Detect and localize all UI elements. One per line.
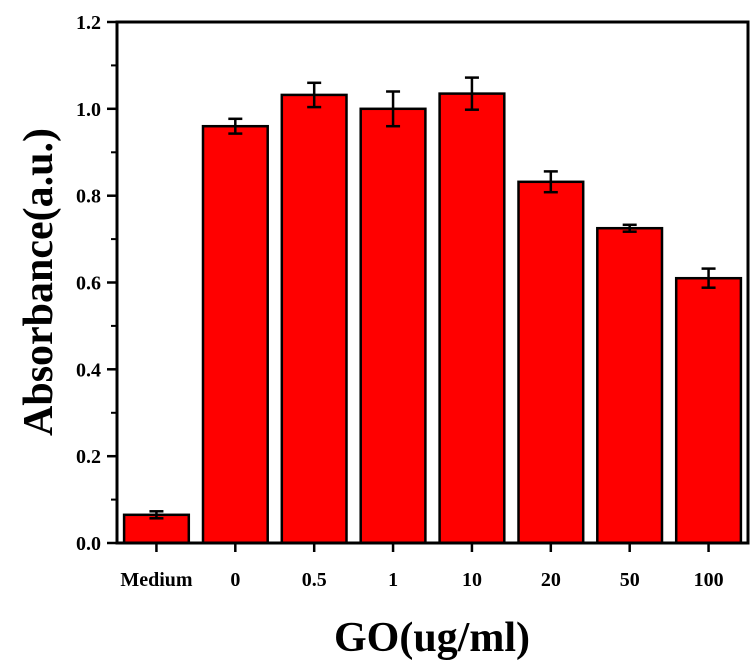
error-bar-100	[701, 267, 716, 289]
error-bars-layer	[149, 76, 716, 520]
error-bar-0.5	[307, 81, 322, 109]
bar-10	[438, 92, 506, 545]
y-tick-label-0.0: 0.0	[76, 533, 101, 555]
y-axis-label: Absorbance(a.u.)	[16, 128, 62, 436]
x-tick-label-100: 100	[694, 569, 724, 591]
x-tick-label-0.5: 0.5	[302, 569, 327, 591]
y-tick-label-0.4: 0.4	[76, 359, 101, 381]
x-tick-label-20: 20	[541, 569, 561, 591]
x-tick-label-50: 50	[620, 569, 640, 591]
x-tick-label-10: 10	[462, 569, 482, 591]
bars-layer	[122, 92, 743, 545]
bar-0	[201, 124, 269, 545]
x-tick-label-Medium: Medium	[120, 569, 193, 591]
error-bar-0	[228, 117, 243, 135]
y-tick-label-0.8: 0.8	[76, 186, 101, 208]
bar-50	[596, 226, 664, 545]
y-tick-label-1.0: 1.0	[76, 99, 101, 121]
x-tick-label-1: 1	[388, 569, 398, 591]
error-bar-Medium	[149, 510, 164, 520]
x-axis-label: GO(ug/ml)	[334, 615, 530, 661]
y-axis-ticks: 0.0 0.2 0.4 0.6 0.8 1.0 1.2	[76, 12, 117, 555]
x-tick-label-0: 0	[230, 569, 240, 591]
error-bar-20	[543, 170, 558, 194]
x-axis-ticks: Medium 0 0.5 1 10 20 50 100	[120, 543, 724, 591]
error-bar-10	[464, 76, 479, 111]
bar-0.5	[280, 93, 348, 545]
y-tick-label-1.2: 1.2	[76, 12, 101, 34]
bar-20	[517, 180, 585, 545]
error-bar-50	[622, 223, 637, 233]
bar-1	[359, 107, 427, 545]
y-tick-label-0.2: 0.2	[76, 446, 101, 468]
error-bar-1	[386, 90, 401, 128]
bar-100	[674, 276, 743, 545]
y-tick-label-0.6: 0.6	[76, 273, 101, 295]
